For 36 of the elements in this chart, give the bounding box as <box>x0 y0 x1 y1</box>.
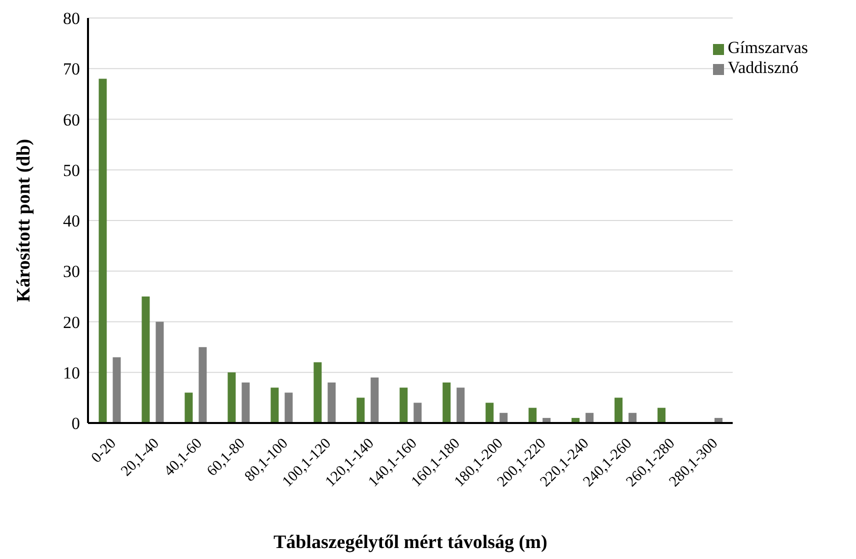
bar <box>142 296 150 423</box>
y-tick-label: 30 <box>63 262 80 282</box>
bar <box>242 382 250 423</box>
legend-label: Gímszarvas <box>728 38 808 57</box>
bar <box>658 408 666 423</box>
bar <box>198 347 207 423</box>
bar <box>284 392 293 423</box>
bar <box>442 382 451 423</box>
bar <box>414 402 422 423</box>
y-tick-label: 40 <box>63 212 80 231</box>
bar <box>456 388 465 423</box>
y-tick-label: 20 <box>63 312 80 332</box>
y-tick-label: 80 <box>63 9 80 28</box>
y-tick-label: 0 <box>72 414 80 434</box>
bar <box>314 362 322 423</box>
y-axis-title: Károsított pont (db) <box>14 138 35 302</box>
bar <box>370 377 379 423</box>
x-axis-title: Táblaszegélytől mért távolság (m) <box>273 532 548 553</box>
y-tick-label: 50 <box>63 160 80 180</box>
bar <box>98 78 107 423</box>
y-tick-label: 70 <box>63 60 80 79</box>
bar <box>400 388 408 423</box>
legend-label: Vaddisznó <box>728 58 799 77</box>
bar <box>528 408 537 423</box>
y-tick-label: 60 <box>63 110 80 130</box>
bar <box>486 402 494 423</box>
bar <box>614 398 623 423</box>
x-tick-label: 0-20 <box>88 436 120 466</box>
bar <box>356 398 365 423</box>
bar <box>184 392 193 423</box>
bar <box>328 382 336 423</box>
bar <box>156 322 164 423</box>
y-tick-label: 10 <box>63 363 80 382</box>
bar <box>112 357 121 423</box>
bar <box>270 388 279 423</box>
bar <box>228 372 236 423</box>
